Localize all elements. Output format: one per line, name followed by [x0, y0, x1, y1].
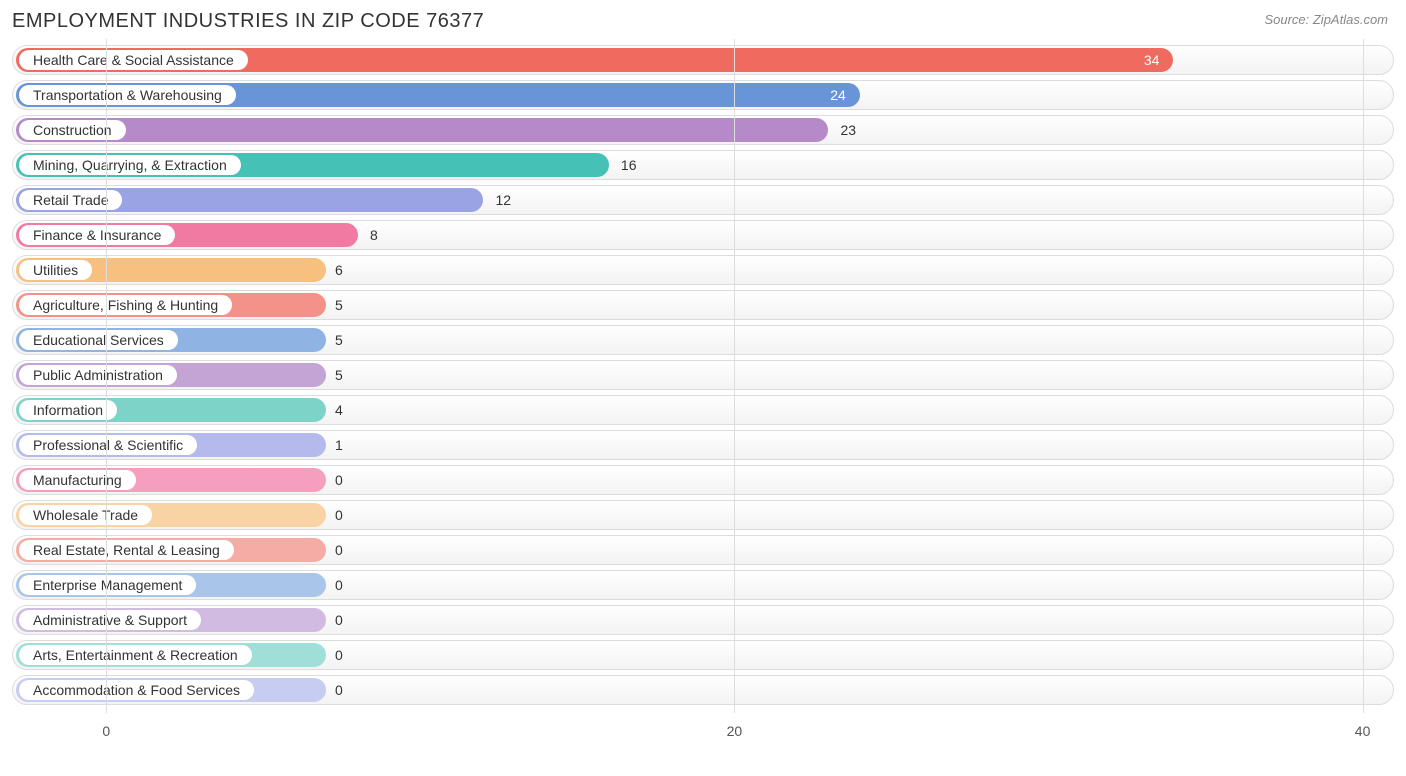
bar-value: 5 [335, 326, 343, 354]
bar-row: Manufacturing 0 [12, 465, 1394, 495]
chart-title: EMPLOYMENT INDUSTRIES IN ZIP CODE 76377 [12, 10, 1394, 33]
bar-row: Transportation & Warehousing 24 [12, 80, 1394, 110]
chart-source: Source: ZipAtlas.com [1264, 12, 1388, 27]
bar-value: 0 [335, 676, 343, 704]
bar-label: Arts, Entertainment & Recreation [19, 645, 252, 665]
bar-value: 0 [335, 466, 343, 494]
bar-row: Utilities 6 [12, 255, 1394, 285]
bar-row: Public Administration 5 [12, 360, 1394, 390]
bar-row: Arts, Entertainment & Recreation 0 [12, 640, 1394, 670]
bar-value: 34 [1144, 46, 1160, 74]
bar-value: 0 [335, 641, 343, 669]
bar-label: Health Care & Social Assistance [19, 50, 248, 70]
bar-row: Finance & Insurance 8 [12, 220, 1394, 250]
bar-row: Health Care & Social Assistance 34 [12, 45, 1394, 75]
gridline [106, 39, 107, 713]
gridline [1363, 39, 1364, 713]
bar-value: 0 [335, 536, 343, 564]
bar-label: Utilities [19, 260, 92, 280]
bar-label: Wholesale Trade [19, 505, 152, 525]
bar-row: Enterprise Management 0 [12, 570, 1394, 600]
bar-row: Professional & Scientific 1 [12, 430, 1394, 460]
bar-value: 8 [370, 221, 378, 249]
bar-label: Transportation & Warehousing [19, 85, 236, 105]
bar-row: Real Estate, Rental & Leasing 0 [12, 535, 1394, 565]
bar-value: 23 [840, 116, 856, 144]
bar-rows: Health Care & Social Assistance 34 Transpo… [12, 39, 1394, 705]
bar-value: 1 [335, 431, 343, 459]
bar-label: Accommodation & Food Services [19, 680, 254, 700]
x-tick-label: 20 [727, 723, 743, 739]
bar-label: Enterprise Management [19, 575, 196, 595]
bar-label: Mining, Quarrying, & Extraction [19, 155, 241, 175]
plot-area: Health Care & Social Assistance 34 Transpo… [12, 39, 1394, 739]
bar-value: 0 [335, 501, 343, 529]
employment-industries-chart: EMPLOYMENT INDUSTRIES IN ZIP CODE 76377 … [0, 0, 1406, 776]
bar-row: Mining, Quarrying, & Extraction 16 [12, 150, 1394, 180]
bar-label: Public Administration [19, 365, 177, 385]
bar-value: 0 [335, 606, 343, 634]
bar-row: Information 4 [12, 395, 1394, 425]
bar-row: Administrative & Support 0 [12, 605, 1394, 635]
bar-value: 4 [335, 396, 343, 424]
bar-row: Accommodation & Food Services 0 [12, 675, 1394, 705]
bar-value: 16 [621, 151, 637, 179]
bar-value: 6 [335, 256, 343, 284]
bar-value: 0 [335, 571, 343, 599]
bar-row: Educational Services 5 [12, 325, 1394, 355]
x-tick-label: 0 [102, 723, 110, 739]
bar-label: Educational Services [19, 330, 178, 350]
bar-label: Information [19, 400, 117, 420]
bar-label: Professional & Scientific [19, 435, 197, 455]
bar-value: 5 [335, 361, 343, 389]
bar-label: Finance & Insurance [19, 225, 175, 245]
bar-row: Wholesale Trade 0 [12, 500, 1394, 530]
bar-label: Agriculture, Fishing & Hunting [19, 295, 232, 315]
bar-value: 12 [495, 186, 511, 214]
bar-label: Construction [19, 120, 126, 140]
bar-row: Construction 23 [12, 115, 1394, 145]
bar-row: Agriculture, Fishing & Hunting 5 [12, 290, 1394, 320]
bar-label: Administrative & Support [19, 610, 201, 630]
bar-label: Manufacturing [19, 470, 136, 490]
bar-value: 24 [830, 81, 846, 109]
x-tick-label: 40 [1355, 723, 1371, 739]
bar-value: 5 [335, 291, 343, 319]
bar-row: Retail Trade12 [12, 185, 1394, 215]
bar-label: Real Estate, Rental & Leasing [19, 540, 234, 560]
gridline [734, 39, 735, 713]
bar-fill [16, 118, 828, 142]
